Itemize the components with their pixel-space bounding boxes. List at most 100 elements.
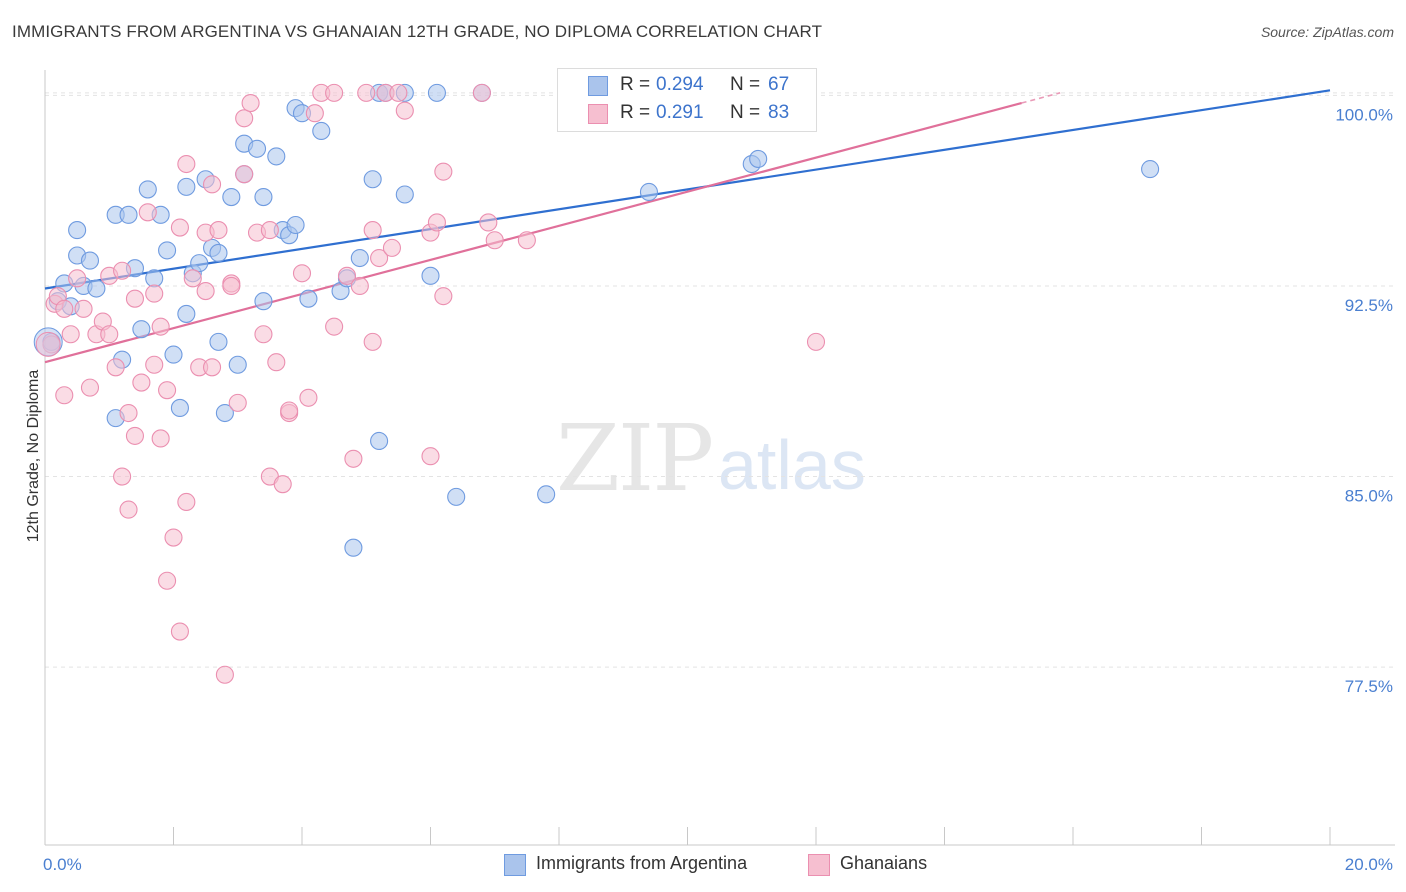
point-ghanaians — [421, 447, 440, 466]
point-ghanaians — [113, 467, 132, 486]
point-ghanaians — [325, 83, 344, 102]
point-argentina — [395, 185, 414, 204]
point-ghanaians — [389, 83, 408, 102]
point-ghanaians — [273, 475, 292, 494]
point-argentina — [209, 332, 228, 351]
point-ghanaians — [138, 203, 157, 222]
point-ghanaians — [151, 317, 170, 336]
point-ghanaians — [164, 528, 183, 547]
point-ghanaians — [158, 381, 177, 400]
x-tick-label-max: 20.0% — [1345, 855, 1393, 874]
point-ghanaians — [267, 353, 286, 372]
watermark-atlas: atlas — [718, 426, 866, 504]
legend-swatch-argentina — [588, 76, 608, 96]
point-ghanaians — [292, 264, 312, 283]
point-ghanaians — [68, 269, 87, 288]
point-argentina — [80, 251, 100, 270]
point-ghanaians — [305, 104, 324, 123]
point-ghanaians — [55, 299, 74, 318]
point-argentina — [177, 177, 196, 196]
point-ghanaians — [151, 429, 170, 448]
point-ghanaians — [183, 269, 202, 288]
trend-line-ghanaians-extension — [1021, 92, 1061, 104]
point-ghanaians — [61, 325, 80, 344]
point-argentina — [1141, 160, 1160, 179]
x-tick-label-min: 0.0% — [43, 855, 82, 874]
legend-r-label: R = — [620, 102, 651, 123]
point-argentina — [247, 139, 267, 158]
axes — [44, 70, 1395, 846]
legend-r-value: 0.294 — [656, 74, 704, 95]
point-ghanaians — [113, 261, 132, 280]
point-argentina — [363, 170, 382, 189]
y-tick-label: 92.5% — [1345, 296, 1393, 315]
point-ghanaians — [434, 162, 453, 181]
point-argentina — [639, 182, 659, 202]
point-ghanaians — [145, 284, 164, 303]
point-ghanaians — [363, 221, 382, 240]
point-ghanaians — [370, 248, 389, 268]
point-argentina — [215, 403, 234, 423]
point-ghanaians — [260, 221, 279, 240]
point-ghanaians — [170, 218, 189, 237]
point-ghanaians — [472, 83, 491, 102]
point-ghanaians — [125, 426, 144, 445]
point-ghanaians — [350, 276, 369, 296]
point-ghanaians — [280, 401, 299, 420]
point-ghanaians — [106, 358, 125, 377]
legend-r-label: R = — [620, 74, 651, 95]
point-argentina — [87, 279, 106, 298]
point-argentina — [170, 398, 189, 418]
point-ghanaians — [382, 238, 402, 257]
point-ghanaians — [177, 492, 196, 512]
point-argentina — [209, 243, 228, 263]
legend-n-value: 67 — [768, 74, 790, 95]
point-argentina — [68, 221, 87, 240]
watermark-zip: ZIP — [556, 405, 714, 512]
point-ghanaians — [177, 154, 196, 174]
point-argentina — [421, 266, 440, 285]
point-argentina — [267, 147, 286, 166]
point-ghanaians-cluster — [35, 331, 61, 357]
tick-labels: 77.5% 85.0% 92.5% 100.0% 0.0% 20.0% — [43, 105, 1393, 874]
point-argentina — [370, 431, 389, 451]
y-tick-label: 100.0% — [1335, 105, 1393, 124]
point-ghanaians — [241, 93, 260, 113]
point-argentina — [749, 149, 768, 168]
point-ghanaians — [363, 332, 382, 351]
y-tick-label: 77.5% — [1345, 677, 1393, 696]
point-ghanaians — [485, 231, 504, 250]
trend-line-ghanaians — [44, 101, 1022, 364]
point-ghanaians — [479, 213, 498, 232]
point-ghanaians — [299, 388, 318, 407]
point-argentina — [164, 345, 183, 364]
legend-n-label: N = — [730, 74, 761, 95]
point-ghanaians — [427, 213, 446, 232]
point-argentina — [254, 187, 273, 207]
bottom-legend-swatch-ghanaians — [808, 854, 830, 876]
point-ghanaians — [337, 266, 357, 285]
legend-n-label: N = — [730, 102, 761, 123]
y-tick-label: 85.0% — [1345, 487, 1393, 506]
point-ghanaians — [196, 282, 215, 301]
point-argentina — [254, 292, 273, 311]
point-ghanaians — [228, 393, 247, 412]
chart-title: IMMIGRANTS FROM ARGENTINA VS GHANAIAN 12… — [12, 22, 823, 41]
point-ghanaians — [806, 332, 826, 351]
point-ghanaians — [119, 403, 138, 423]
legend: R = 0.294 N = 67 R = 0.291 N = 83 — [557, 68, 817, 132]
point-argentina — [344, 538, 363, 557]
point-ghanaians — [170, 622, 189, 641]
chart-source: Source: ZipAtlas.com — [1260, 24, 1394, 40]
point-argentina — [537, 485, 556, 504]
point-ghanaians — [203, 358, 222, 377]
point-argentina — [299, 289, 318, 308]
point-ghanaians — [119, 500, 138, 519]
point-ghanaians — [344, 449, 363, 468]
point-argentina — [177, 304, 196, 323]
point-argentina — [119, 205, 138, 224]
point-ghanaians — [215, 665, 234, 684]
point-ghanaians — [55, 386, 74, 405]
legend-r-value: 0.291 — [656, 102, 704, 123]
